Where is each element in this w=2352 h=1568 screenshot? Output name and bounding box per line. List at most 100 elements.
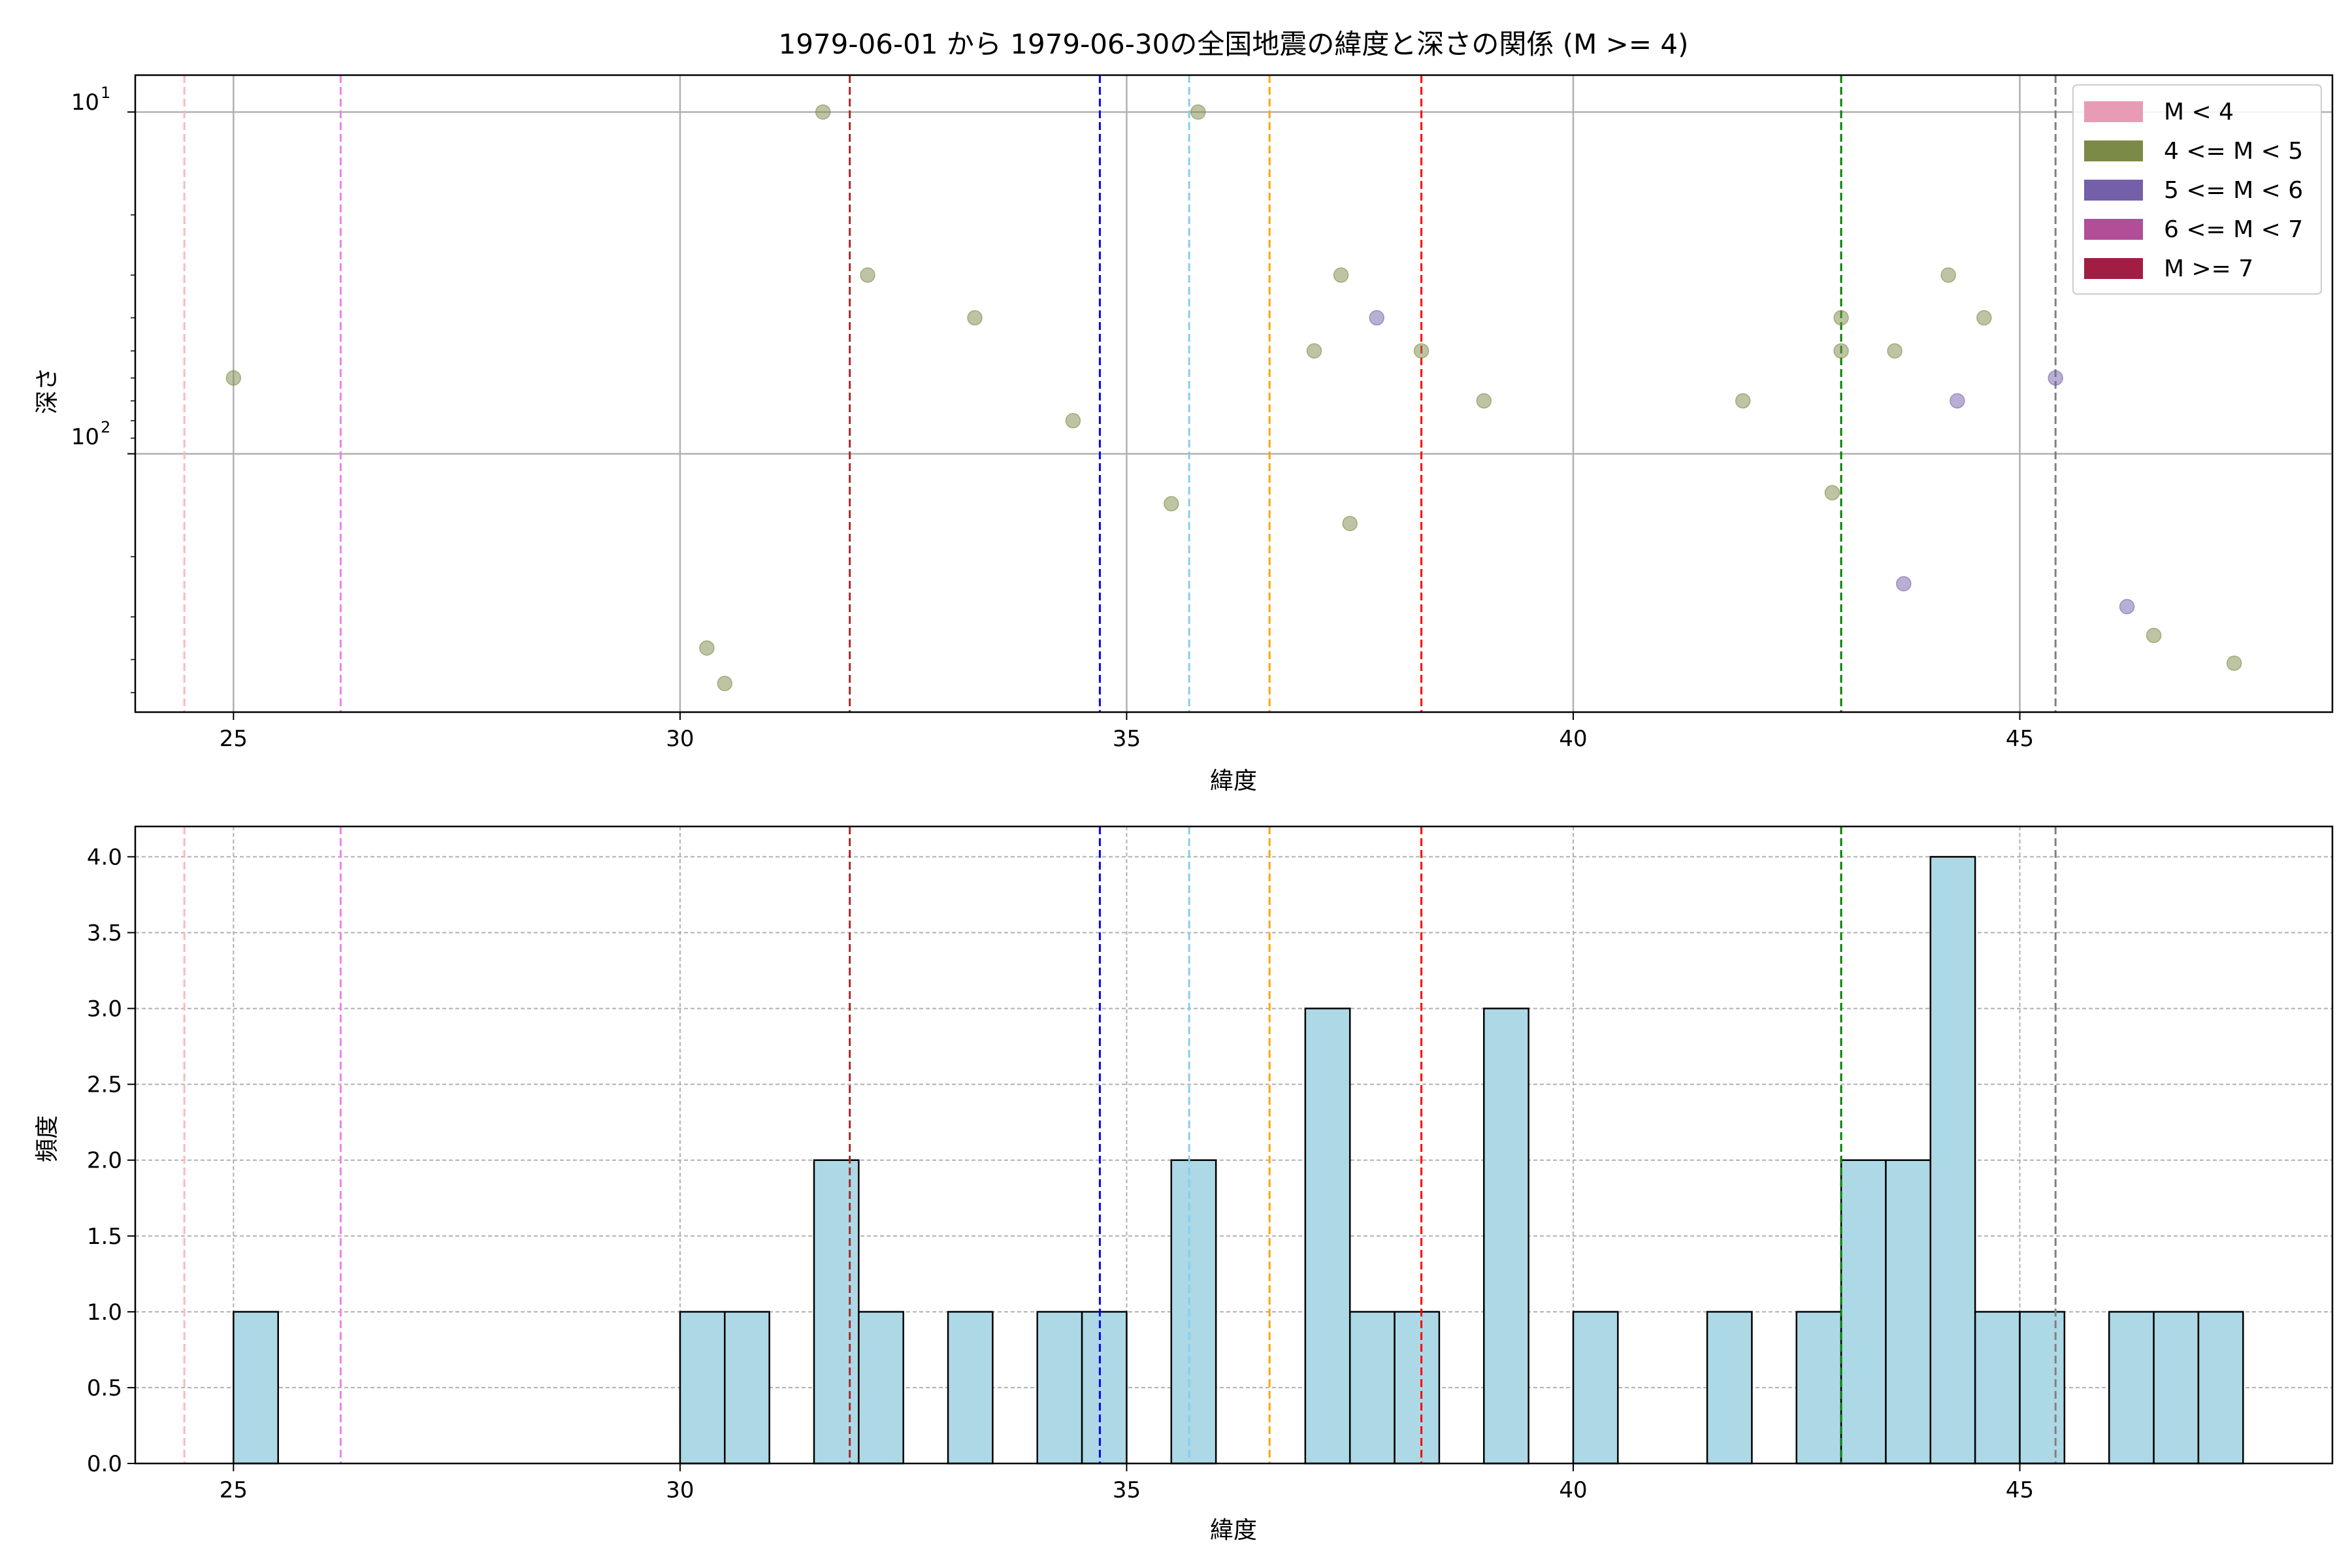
scatter-point — [1190, 104, 1206, 120]
x-tick-label: 40 — [1559, 726, 1587, 752]
histogram-bar — [1348, 1311, 1396, 1465]
legend-entry-m-6-7: 6 <= M < 7 — [2084, 216, 2303, 243]
histogram-y-axis-label: 頻度 — [34, 1115, 61, 1162]
histogram-bar — [1572, 1311, 1619, 1465]
histogram-bar — [1929, 856, 1976, 1465]
legend-swatch — [2084, 180, 2143, 201]
histogram-bar — [233, 1311, 279, 1465]
legend-swatch — [2084, 140, 2143, 161]
legend-label: M >= 7 — [2164, 255, 2253, 282]
x-tick-label: 35 — [1113, 726, 1141, 752]
histogram-panel: 25 30 35 40 45 0.0 0.5 1.0 1.5 2.0 2.5 3.0 3.5 4.0 緯度… — [34, 825, 2334, 1544]
histogram-bar — [1974, 1311, 2021, 1465]
scatter-y-axis-label: 深さ — [34, 367, 61, 414]
x-tick-label: 25 — [220, 1477, 248, 1503]
scatter-point — [860, 267, 875, 283]
histogram-bar — [813, 1159, 860, 1465]
scatter-point — [2119, 598, 2135, 615]
scatter-point — [967, 310, 983, 326]
legend-label: 6 <= M < 7 — [2164, 216, 2303, 243]
y-tick-label: 4.0 — [87, 844, 122, 870]
scatter-point — [1940, 267, 1956, 283]
x-tick-label: 30 — [666, 726, 694, 752]
y-tick-label: 3.0 — [87, 996, 122, 1022]
histogram-bar — [2153, 1311, 2200, 1465]
scatter-reference-lines — [183, 75, 2057, 712]
scatter-point — [1833, 343, 1849, 359]
histogram-bar — [947, 1311, 994, 1465]
histogram-bar — [1795, 1311, 1842, 1465]
histogram-bar — [1170, 1159, 1217, 1465]
y-tick-label-100-base: 10 — [71, 424, 99, 450]
scatter-point — [2048, 370, 2063, 386]
x-tick-label: 30 — [666, 1477, 694, 1503]
scatter-point — [1976, 310, 1992, 326]
scatter-point — [717, 676, 733, 691]
y-tick-label-10-exponent: 1 — [101, 84, 110, 102]
legend-entry-m-lt-4: M < 4 — [2084, 99, 2234, 125]
figure-title: 1979-06-01 から 1979-06-30の全国地震の緯度と深さの関係 (… — [778, 28, 1688, 60]
x-tick-label: 40 — [1559, 1477, 1587, 1503]
x-tick-label: 45 — [2006, 1477, 2034, 1503]
legend-entry-m-5-6: 5 <= M < 6 — [2084, 177, 2303, 204]
y-tick-label-100-exponent: 2 — [101, 418, 110, 436]
histogram-ticks: 25 30 35 40 45 0.0 0.5 1.0 1.5 2.0 2.5 3.0 3.5 4.0 — [87, 844, 2034, 1503]
histogram-bar — [858, 1311, 904, 1465]
x-tick-label: 45 — [2006, 726, 2034, 752]
y-tick-label: 2.0 — [87, 1148, 122, 1174]
histogram-bar — [2197, 1311, 2244, 1465]
histogram-bar — [1036, 1311, 1083, 1465]
scatter-ticks: 25 30 35 40 45 — [127, 111, 2034, 752]
scatter-point — [1369, 310, 1384, 326]
y-tick-label: 3.5 — [87, 921, 122, 947]
scatter-panel: 25 30 35 40 45 10 1 10 2 緯度 深さ M < 4 4 <= M … — [34, 74, 2334, 794]
histogram-bar — [724, 1311, 770, 1465]
scatter-grid — [135, 75, 2332, 712]
legend-label: 5 <= M < 6 — [2164, 177, 2303, 204]
scatter-point — [1342, 515, 1358, 532]
legend-swatch — [2084, 101, 2143, 122]
scatter-plot-frame — [134, 74, 2334, 713]
scatter-point — [1413, 343, 1429, 359]
histogram-bar — [1394, 1311, 1441, 1465]
scatter-x-axis-label: 緯度 — [1210, 768, 1257, 794]
legend: M < 4 4 <= M < 5 5 <= M < 6 6 <= M < 7 M… — [2072, 84, 2322, 295]
scatter-point — [2226, 655, 2242, 671]
scatter-point — [699, 640, 715, 656]
legend-entry-m-ge-7: M >= 7 — [2084, 255, 2253, 282]
histogram-bar — [679, 1311, 726, 1465]
histogram-bar — [1840, 1159, 1887, 1465]
x-tick-label: 25 — [220, 726, 248, 752]
y-tick-label: 0.0 — [87, 1451, 122, 1477]
scatter-point — [1824, 485, 1840, 500]
scatter-point — [1896, 576, 1912, 592]
y-tick-label-10-base: 10 — [71, 90, 99, 116]
histogram-bar — [1483, 1007, 1529, 1465]
scatter-point — [1833, 310, 1849, 326]
scatter-point — [1887, 343, 1903, 359]
legend-label: 4 <= M < 5 — [2164, 138, 2303, 165]
legend-box — [2072, 84, 2322, 295]
histogram-bar — [2108, 1311, 2155, 1465]
histogram-reference-lines — [183, 826, 2057, 1463]
histogram-plot-frame — [134, 825, 2334, 1465]
histogram-bar — [1081, 1311, 1128, 1465]
histogram-bars — [233, 856, 2244, 1465]
y-tick-label: 0.5 — [87, 1375, 122, 1401]
scatter-point — [1065, 413, 1081, 429]
scatter-point — [2146, 627, 2162, 644]
scatter-y-tick-labels: 10 1 10 2 — [71, 84, 111, 450]
scatter-point — [1950, 393, 1965, 409]
histogram-x-axis-label: 緯度 — [1210, 1517, 1257, 1544]
scatter-point — [1476, 393, 1492, 409]
scatter-point — [225, 370, 242, 386]
scatter-points — [225, 104, 2242, 691]
scatter-point — [815, 104, 831, 120]
legend-entry-m-4-5: 4 <= M < 5 — [2084, 138, 2303, 165]
legend-swatch — [2084, 219, 2143, 240]
histogram-bar — [1885, 1159, 1932, 1465]
scatter-point — [1735, 393, 1751, 409]
y-tick-label: 1.5 — [87, 1224, 122, 1250]
scatter-point — [1164, 496, 1179, 512]
